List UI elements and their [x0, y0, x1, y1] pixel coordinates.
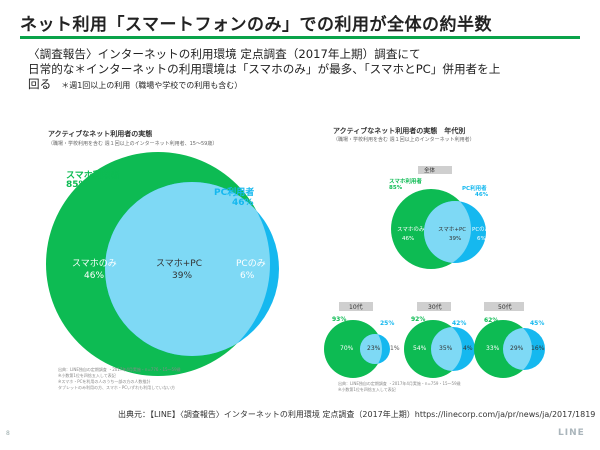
lead-line-3: 回る [28, 77, 52, 91]
lead-line-1: 〈調査報告〉インターネットの利用環境 定点調査（2017年上期）調査にて [28, 47, 421, 61]
thirties-tag-bg [417, 302, 451, 311]
overall-both-pct: 39% [449, 236, 462, 242]
fifties-overlap-area [503, 328, 532, 370]
left-smartphone-total: 85% [66, 180, 88, 190]
overall-tag: 全体 [424, 168, 436, 174]
page-title: ネット利用「スマートフォンのみ」での利用が全体の約半数 [20, 15, 492, 35]
teens-only-pc: 1% [390, 345, 400, 352]
thirties-only-pc: 4% [463, 345, 473, 352]
teens-tag: 10代 [349, 304, 363, 311]
left-both-label: スマホ+PC [156, 259, 202, 269]
left-note-2: ※小数第1位を四捨五入して表記 [58, 373, 116, 378]
lead-line-2: 日常的な＊インターネットの利用環境は「スマホのみ」が最多、「スマホとPC」併用者… [28, 62, 501, 76]
fifties-only-pc: 16% [531, 345, 545, 352]
fifties-both: 29% [510, 345, 524, 352]
overall-only-pc-pct: 6% [477, 236, 486, 242]
left-pc-total: 46% [232, 198, 254, 208]
left-only-pc-label: PCのみ [236, 259, 266, 269]
right-panel-subtitle: （職場・学校利用を含む 週１回以上のインターネット利用者） [333, 137, 475, 143]
left-overlap-area [105, 182, 270, 356]
left-note-1: 出典：LINE独自の定期調査 ・2017年4月実施・n=776・15〜59歳 [58, 367, 181, 372]
fifties-sp-total: 62% [484, 317, 499, 324]
teens-sp-total: 93% [332, 316, 347, 323]
overall-only-pc-label: PCのみ [472, 227, 491, 233]
teens-only-sp: 70% [340, 345, 354, 352]
left-only-pc-pct: 6% [240, 271, 255, 281]
left-panel-subtitle: （職場・学校利用を含む 週１回以上のインターネット利用者、15〜59歳） [48, 141, 218, 147]
overall-pc-label: PC利用者 [462, 186, 487, 192]
title-underline [20, 36, 580, 39]
left-only-sp-pct: 46% [84, 271, 105, 281]
thirties-only-sp: 54% [413, 345, 427, 352]
fifties-tag: 50代 [498, 304, 512, 311]
thirties-overlap-area [431, 327, 462, 371]
overall-smartphone-label: スマホ利用者 [389, 179, 422, 185]
thirties-pc-total: 42% [452, 320, 467, 327]
fifties-tag-bg [484, 302, 524, 311]
left-notes: 出典：LINE独自の定期調査 ・2017年4月実施・n=776・15〜59歳 ※… [58, 367, 181, 391]
overall-only-sp-label: スマホのみ [397, 227, 425, 233]
left-panel-title: アクティブなネット利用者の実態 [48, 130, 153, 138]
lead-footnote: ＊週1回以上の利用（職場や学校での利用も含む） [61, 81, 243, 90]
left-both-pct: 39% [172, 271, 193, 281]
left-pc-label: PC利用者 [214, 188, 255, 198]
teens-smartphone-circle [324, 320, 382, 378]
fifties-pc-total: 45% [530, 320, 545, 327]
teens-both: 23% [367, 345, 381, 352]
overall-pc-total: 46% [475, 192, 489, 198]
teens-tag-bg [339, 302, 373, 311]
left-smartphone-label: スマホ利用者 [66, 171, 120, 181]
overall-tag-bg [418, 166, 452, 174]
left-note-4: タブレットのみ利用の方、スマホ・PCいずれも利用していない方 [58, 385, 175, 390]
lead-line-3-row: 回る ＊週1回以上の利用（職場や学校での利用も含む） [28, 77, 588, 93]
thirties-both: 35% [439, 345, 453, 352]
left-only-sp-label: スマホのみ [72, 259, 117, 269]
thirties-sp-total: 92% [411, 316, 426, 323]
right-note-1: 出典：LINE独自の定期調査 ・2017年4月実施・n=759・15〜59歳 [338, 381, 461, 386]
fifties-only-sp: 33% [486, 345, 500, 352]
overall-only-sp-pct: 46% [402, 236, 415, 242]
teens-overlap-area [360, 334, 382, 364]
page-number: 8 [6, 430, 10, 437]
right-notes: 出典：LINE独自の定期調査 ・2017年4月実施・n=759・15〜59歳 ※… [338, 381, 461, 393]
overall-both-label: スマホ+PC [438, 227, 467, 233]
right-panel-title: アクティブなネット利用者の実態 年代別 [333, 127, 466, 135]
overall-smartphone-total: 85% [389, 185, 403, 191]
teens-pc-total: 25% [380, 320, 395, 327]
left-note-3: ※スマホ・PCを利用の人のうち一部の方の人数推計 [58, 379, 151, 384]
right-note-2: ※小数第1位を四捨五入して表記 [338, 387, 396, 392]
source-citation: 出典元：【LINE】〈調査報告〉インターネットの利用環境 定点調査（2017年上… [118, 410, 596, 419]
lead-text: 〈調査報告〉インターネットの利用環境 定点調査（2017年上期）調査にて 日常的… [28, 47, 588, 93]
line-logo: LINE [558, 428, 585, 438]
thirties-tag: 30代 [428, 304, 442, 311]
